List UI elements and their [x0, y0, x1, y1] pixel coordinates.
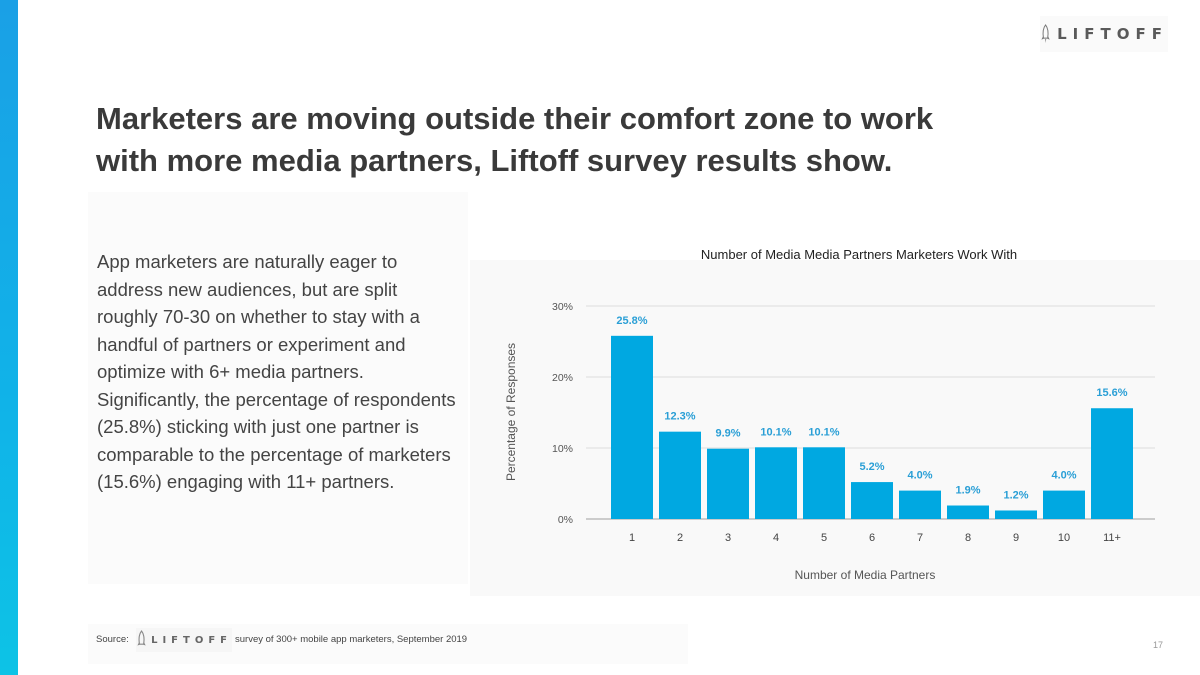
bar-7 — [899, 490, 941, 519]
logo-text: LIFTOFF — [1057, 25, 1168, 43]
x-tick-label: 6 — [869, 532, 875, 544]
body-paragraph: App marketers are naturally eager to add… — [97, 251, 456, 492]
bar-8 — [947, 505, 989, 519]
bar-2 — [659, 431, 701, 519]
source-text: survey of 300+ mobile app marketers, Sep… — [235, 634, 468, 645]
data-label: 25.8% — [616, 315, 647, 327]
bar-4 — [755, 447, 797, 519]
bar-11+ — [1091, 408, 1133, 519]
rocket-icon — [137, 630, 146, 646]
x-tick-label: 2 — [677, 532, 683, 544]
bar-9 — [995, 510, 1037, 519]
x-tick-label: 1 — [629, 532, 635, 544]
source-label: Source: — [96, 634, 129, 645]
x-tick-label: 10 — [1058, 532, 1070, 544]
source-liftoff-logo: LIFTOFF — [136, 628, 232, 652]
data-label: 10.1% — [808, 426, 839, 438]
x-tick-label: 11+ — [1103, 532, 1121, 544]
data-label: 15.6% — [1096, 387, 1127, 399]
page-number: 17 — [1153, 640, 1164, 650]
x-tick-label: 7 — [917, 532, 923, 544]
data-label: 5.2% — [859, 461, 884, 473]
chart-title: Number of Media Media Partners Marketers… — [701, 247, 1017, 262]
bar-1 — [611, 335, 653, 519]
left-accent-bar — [0, 0, 18, 675]
rocket-icon — [1041, 24, 1050, 44]
data-label: 4.0% — [1051, 470, 1076, 482]
y-tick-label: 10% — [552, 443, 573, 455]
bar-10 — [1043, 490, 1085, 519]
x-tick-label: 9 — [1013, 532, 1019, 544]
data-label: 10.1% — [760, 426, 791, 438]
bar-5 — [803, 447, 845, 519]
data-label: 9.9% — [715, 428, 740, 440]
data-label: 1.9% — [955, 485, 980, 497]
x-tick-label: 4 — [773, 532, 779, 544]
x-axis-title: Number of Media Partners — [795, 568, 936, 582]
liftoff-logo: LIFTOFF — [1040, 16, 1168, 52]
x-tick-label: 3 — [725, 532, 731, 544]
bar-3 — [707, 448, 749, 519]
y-tick-label: 30% — [552, 301, 573, 313]
title-line-1: Marketers are moving outside their comfo… — [96, 101, 934, 136]
title-line-2: with more media partners, Liftoff survey… — [96, 143, 893, 178]
x-tick-label: 5 — [821, 532, 827, 544]
body-panel — [88, 192, 468, 584]
y-axis-title: Percentage of Responses — [504, 343, 518, 481]
bar-6 — [851, 482, 893, 519]
data-label: 1.2% — [1003, 489, 1028, 501]
chart-panel — [470, 260, 1200, 596]
source-logo-text: LIFTOFF — [151, 634, 232, 646]
data-label: 4.0% — [907, 470, 932, 482]
page-title: Marketers are moving outside their comfo… — [96, 98, 996, 182]
y-tick-label: 0% — [558, 514, 573, 526]
x-tick-label: 8 — [965, 532, 971, 544]
data-label: 12.3% — [664, 411, 695, 423]
y-tick-label: 20% — [552, 372, 573, 384]
